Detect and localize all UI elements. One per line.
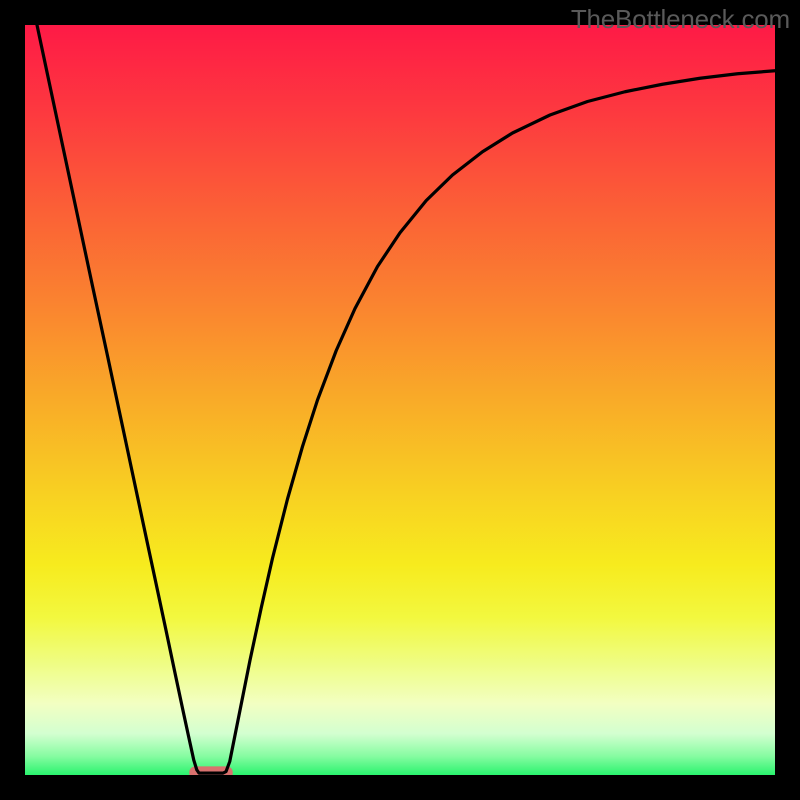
chart-frame-border (0, 0, 25, 800)
chart-frame-border (775, 0, 800, 800)
gradient-background (25, 25, 775, 775)
watermark-text: TheBottleneck.com (571, 4, 790, 35)
chart-frame-border (0, 775, 800, 800)
